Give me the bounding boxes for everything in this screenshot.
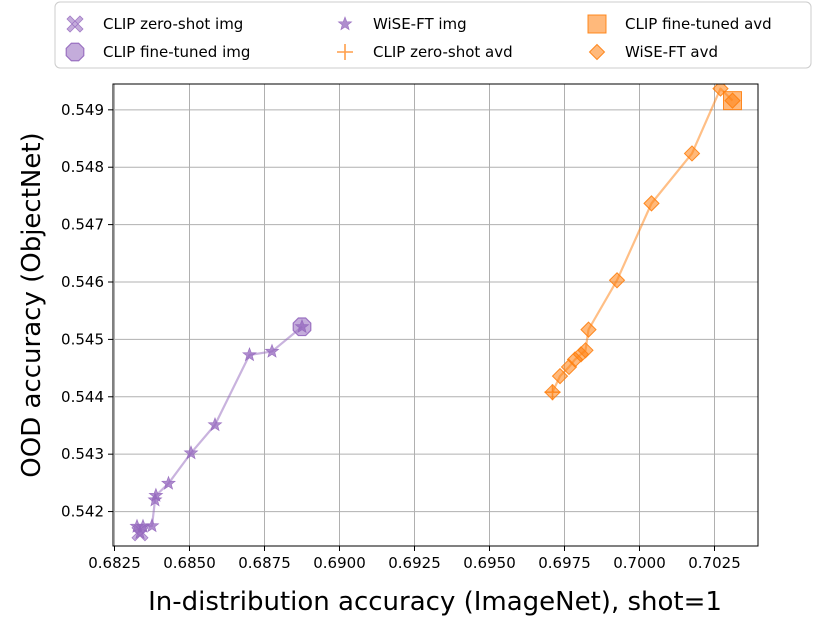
data-point xyxy=(144,518,160,533)
y-tick-label: 0.545 xyxy=(61,330,104,348)
y-tick-label: 0.548 xyxy=(61,158,104,176)
data-point xyxy=(161,475,176,490)
data-point xyxy=(580,321,597,338)
x-tick-label: 0.6825 xyxy=(88,554,141,572)
data-point xyxy=(147,492,163,507)
legend-marker xyxy=(66,15,84,33)
legend-label: CLIP zero-shot avd xyxy=(373,43,513,61)
data-point xyxy=(242,347,257,362)
grid xyxy=(113,84,758,546)
x-tick-label: 0.6850 xyxy=(163,554,216,572)
series-wise-ft-img xyxy=(129,318,310,540)
legend-marker xyxy=(65,42,85,62)
ticks: 0.6825 0.6850 0.6875 0.6900 0.6925 0.6950 0.69… xyxy=(61,101,741,572)
data-point xyxy=(207,417,223,432)
legend-item: CLIP zero-shot img xyxy=(66,15,243,33)
series-wise-ft-avd xyxy=(544,84,741,401)
data-point xyxy=(724,92,741,109)
plot-frame xyxy=(112,83,759,547)
x-tick-label: 0.6875 xyxy=(238,554,291,572)
x-tick-label: 0.6950 xyxy=(463,554,516,572)
legend-item: CLIP zero-shot avd xyxy=(337,43,513,61)
legend-marker xyxy=(337,16,353,31)
data-point xyxy=(643,195,660,212)
legend-item: WiSE-FT img xyxy=(337,15,467,33)
legend-marker xyxy=(587,14,607,34)
legend-item: WiSE-FT avd xyxy=(588,43,718,61)
y-tick-label: 0.547 xyxy=(61,216,104,234)
x-tick-label: 0.6975 xyxy=(538,554,591,572)
legend-label: CLIP zero-shot img xyxy=(103,15,243,33)
data-point xyxy=(183,445,199,460)
legend-marker xyxy=(588,43,606,61)
data-point xyxy=(608,272,626,289)
data-point xyxy=(294,318,310,334)
y-axis-title: OOD accuracy (ObjectNet) xyxy=(17,132,47,477)
y-tick-label: 0.546 xyxy=(61,273,104,291)
series-layer xyxy=(129,84,742,542)
legend-label: WiSE-FT img xyxy=(373,15,467,33)
legend-marker xyxy=(337,44,353,60)
legend-label: WiSE-FT avd xyxy=(625,43,718,61)
plot-background xyxy=(113,84,758,546)
x-axis-title: In-distribution accuracy (ImageNet), sho… xyxy=(148,587,722,617)
data-point xyxy=(264,343,280,358)
legend-frame xyxy=(54,1,812,69)
x-tick-label: 0.6900 xyxy=(313,554,366,572)
y-tick-label: 0.542 xyxy=(61,503,104,521)
data-point xyxy=(148,487,164,502)
data-point xyxy=(683,145,701,162)
data-point xyxy=(712,84,729,97)
legend-item: CLIP fine-tuned img xyxy=(65,42,250,62)
legend: CLIP zero-shot img CLIP fine-tuned img WiS… xyxy=(54,1,812,69)
legend-item: CLIP fine-tuned avd xyxy=(587,14,772,34)
data-point xyxy=(577,342,594,359)
legend-label: CLIP fine-tuned img xyxy=(103,43,250,61)
x-tick-label: 0.7025 xyxy=(688,554,741,572)
x-tick-label: 0.6925 xyxy=(388,554,441,572)
x-tick-label: 0.7000 xyxy=(613,554,666,572)
legend-label: CLIP fine-tuned avd xyxy=(625,15,772,33)
y-tick-label: 0.544 xyxy=(61,388,104,406)
data-point xyxy=(551,367,569,385)
y-tick-label: 0.543 xyxy=(61,445,104,463)
data-point xyxy=(544,383,561,401)
y-tick-label: 0.549 xyxy=(61,101,104,119)
